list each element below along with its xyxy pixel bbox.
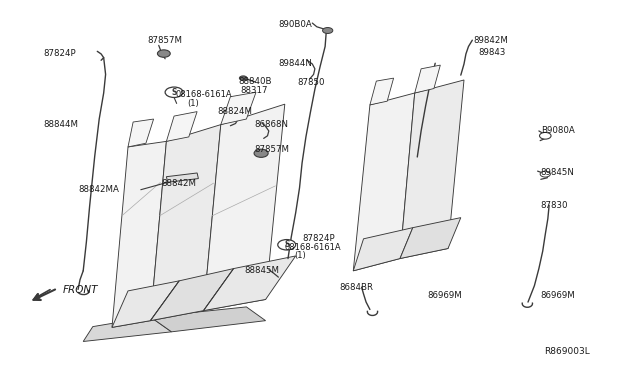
Text: 88844M: 88844M: [44, 120, 79, 129]
Text: 88845M: 88845M: [244, 266, 280, 275]
Text: 88842MA: 88842MA: [78, 185, 119, 194]
Circle shape: [254, 149, 268, 157]
Text: (1): (1): [187, 99, 198, 108]
Circle shape: [540, 171, 550, 177]
Polygon shape: [204, 256, 296, 311]
Text: 87857M: 87857M: [147, 36, 182, 45]
Polygon shape: [150, 307, 266, 332]
Polygon shape: [150, 125, 221, 321]
Polygon shape: [370, 78, 394, 105]
Polygon shape: [415, 65, 440, 93]
Circle shape: [323, 28, 333, 33]
Text: 86969M: 86969M: [428, 291, 462, 300]
Text: 87850: 87850: [298, 78, 325, 87]
Polygon shape: [221, 92, 256, 125]
Text: S: S: [172, 88, 177, 97]
Text: 88842M: 88842M: [161, 179, 196, 187]
Text: 890B0A: 890B0A: [278, 20, 312, 29]
Text: 08168-6161A: 08168-6161A: [176, 90, 232, 99]
Polygon shape: [128, 119, 154, 147]
Text: 87830: 87830: [541, 201, 568, 210]
Text: 88840B: 88840B: [239, 77, 272, 86]
Text: 86868N: 86868N: [255, 120, 289, 129]
Text: FRONT: FRONT: [63, 285, 98, 295]
Text: R869003L: R869003L: [544, 347, 589, 356]
Polygon shape: [150, 269, 234, 321]
Polygon shape: [204, 104, 285, 311]
Text: 86969M: 86969M: [541, 291, 575, 300]
Polygon shape: [166, 173, 198, 182]
Polygon shape: [353, 228, 413, 271]
Text: 88824M: 88824M: [218, 107, 253, 116]
Text: 87824P: 87824P: [302, 234, 335, 243]
Text: 08168-6161A: 08168-6161A: [285, 243, 341, 252]
Text: S: S: [284, 240, 289, 249]
Text: 8684BR: 8684BR: [339, 283, 373, 292]
Text: (1): (1): [294, 251, 306, 260]
Text: 88317: 88317: [241, 86, 268, 95]
Text: 89842M: 89842M: [474, 36, 508, 45]
Polygon shape: [83, 317, 172, 341]
Polygon shape: [400, 80, 464, 259]
Circle shape: [239, 76, 247, 80]
Text: B9080A: B9080A: [541, 126, 575, 135]
Circle shape: [165, 87, 183, 97]
Polygon shape: [112, 281, 179, 327]
Circle shape: [157, 50, 170, 57]
Circle shape: [278, 240, 296, 250]
Text: 87857M: 87857M: [255, 145, 290, 154]
Text: 89843: 89843: [479, 48, 506, 57]
Polygon shape: [166, 112, 197, 141]
Polygon shape: [353, 93, 415, 271]
Text: 89845N: 89845N: [541, 169, 575, 177]
Polygon shape: [400, 218, 461, 259]
Text: 87824P: 87824P: [44, 49, 76, 58]
Polygon shape: [112, 141, 166, 327]
Circle shape: [540, 132, 551, 139]
Text: 89844N: 89844N: [278, 59, 312, 68]
